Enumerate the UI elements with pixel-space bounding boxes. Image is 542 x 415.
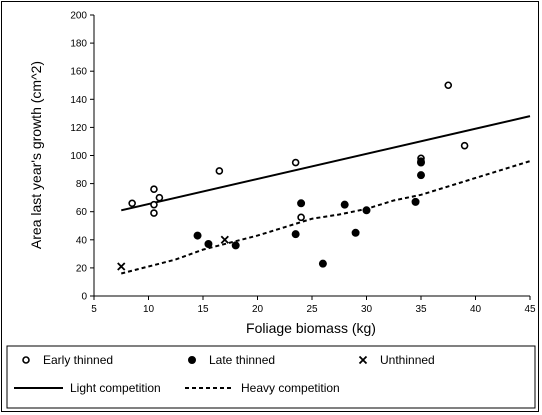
x-tick-label: 35 — [415, 304, 427, 315]
x-tick-label: 10 — [143, 304, 155, 315]
x-tick-label: 5 — [91, 304, 97, 315]
late-thinned-point — [231, 241, 240, 250]
early-thinned-point — [155, 193, 164, 202]
heavy-competition-line — [121, 160, 531, 275]
x-tick-label: 25 — [306, 304, 318, 315]
early-thinned-point — [150, 185, 158, 194]
late-thinned-point — [291, 230, 300, 239]
late-thinned-point — [204, 240, 213, 249]
legend-label: Unthinned — [380, 353, 435, 367]
unthinned-point — [220, 235, 229, 244]
legend-marker — [358, 355, 368, 365]
legend-marker — [22, 356, 30, 364]
legend-label: Light competition — [70, 381, 161, 395]
early-thinned-point — [444, 81, 453, 90]
x-tick-label: 20 — [252, 304, 264, 315]
x-tick-label: 40 — [470, 304, 482, 315]
late-thinned-point — [318, 259, 327, 268]
late-thinned-point — [417, 171, 425, 180]
y-tick-label: 120 — [70, 123, 87, 134]
x-tick-label: 30 — [361, 304, 373, 315]
y-axis-title: Area last year's growth (cm^2) — [28, 61, 44, 249]
late-thinned-point — [362, 206, 371, 215]
y-tick-label: 60 — [76, 207, 88, 218]
y-tick-label: 180 — [70, 39, 87, 50]
early-thinned-point — [128, 199, 136, 208]
legend-marker — [188, 356, 196, 364]
y-tick-label: 20 — [76, 263, 88, 274]
y-tick-label: 100 — [70, 151, 87, 162]
late-thinned-point — [351, 228, 360, 237]
y-tick-label: 200 — [70, 11, 87, 22]
early-thinned-point — [297, 213, 305, 222]
early-thinned-point — [291, 158, 300, 167]
y-tick-label: 160 — [70, 67, 87, 78]
legend-box — [6, 345, 536, 409]
unthinned-point — [117, 262, 126, 271]
late-thinned-point — [417, 158, 425, 167]
light-competition-line — [121, 115, 531, 212]
early-thinned-point — [150, 209, 158, 217]
early-thinned-point — [460, 141, 469, 150]
late-thinned-point — [340, 200, 349, 209]
legend-label: Late thinned — [209, 353, 275, 367]
early-thinned-point — [215, 167, 224, 175]
late-thinned-point — [297, 199, 306, 208]
legend-label: Early thinned — [43, 353, 113, 367]
y-tick-label: 40 — [76, 235, 88, 246]
x-tick-label: 45 — [524, 304, 536, 315]
late-thinned-point — [411, 197, 420, 206]
y-tick-label: 140 — [70, 95, 87, 106]
y-tick-label: 80 — [76, 179, 88, 190]
legend-label: Heavy competition — [241, 381, 340, 395]
x-axis-title: Foliage biomass (kg) — [246, 320, 376, 336]
y-tick-label: 0 — [81, 292, 87, 303]
early-thinned-point — [150, 200, 158, 209]
x-tick-label: 15 — [197, 304, 209, 315]
late-thinned-point — [193, 231, 202, 240]
